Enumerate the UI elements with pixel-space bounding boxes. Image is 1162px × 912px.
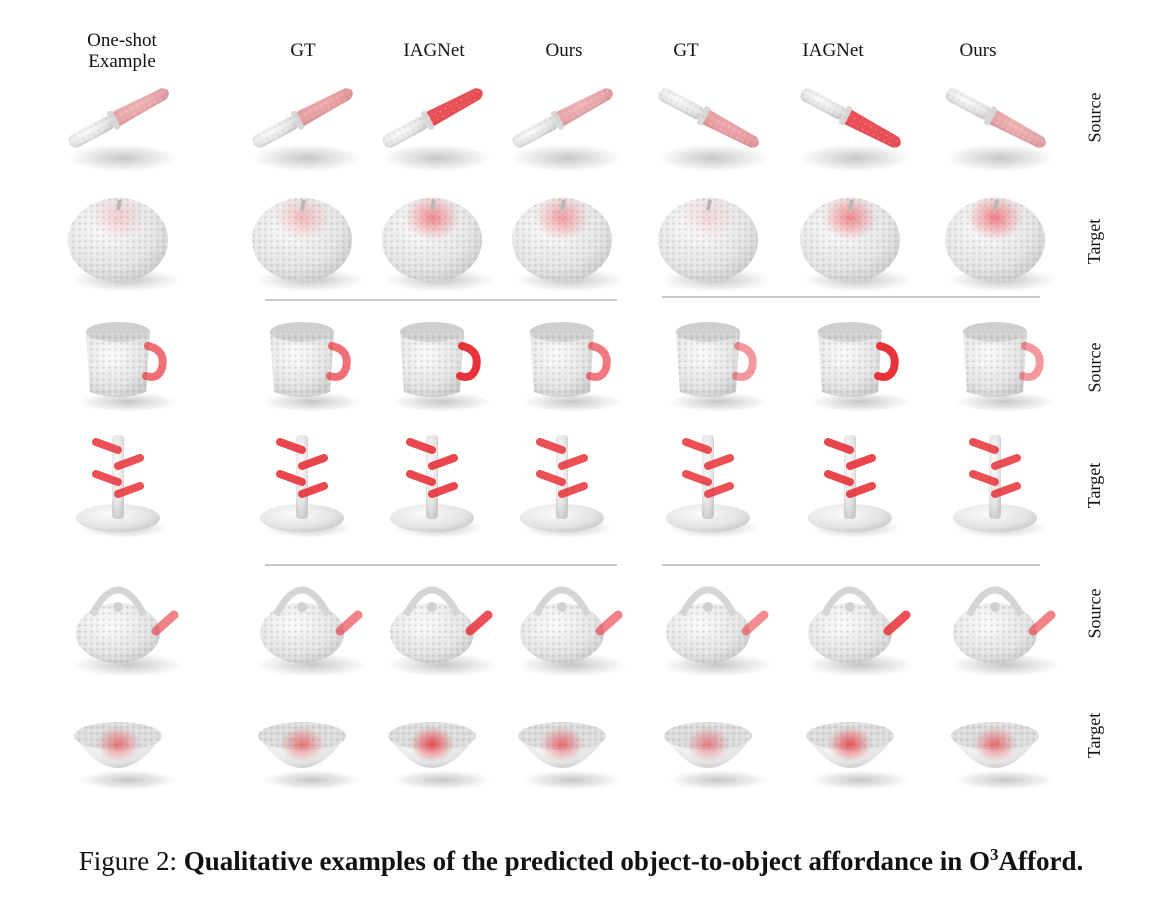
thumbnail-bowl-r6-c7 (951, 722, 1055, 790)
thumbnail-mug-r3-c4 (522, 322, 622, 412)
separator-1-left (265, 299, 617, 301)
thumbnail-knife-r1-c1 (66, 85, 178, 172)
thumbnail-knife-r1-c5 (656, 85, 768, 172)
thumbnail-mug-r3-c2 (262, 322, 362, 412)
thumbnail-mug-tree-r4-c1 (76, 435, 169, 538)
thumbnail-apple-r2-c2 (252, 195, 365, 292)
thumbnail-knife-r1-c3 (380, 85, 492, 172)
header-one-shot: One-shot Example (62, 30, 182, 72)
thumbnail-mug-r3-c1 (78, 322, 178, 412)
thumbnail-apple-r2-c4 (512, 195, 625, 292)
thumbnail-knife-r1-c4 (510, 85, 622, 172)
thumbnail-knife-r1-c7 (943, 85, 1055, 172)
header-iagnet-2: IAGNet (802, 40, 864, 61)
separator-1-right (662, 296, 1040, 298)
caption-bold-text: Qualitative examples of the predicted ob… (183, 845, 1084, 876)
caption-suffix: Afford. (998, 846, 1084, 876)
thumbnail-knife-r1-c6 (798, 85, 910, 172)
thumbnail-bowl-r6-c3 (388, 722, 492, 790)
thumbnail-mug-tree-r4-c7 (953, 435, 1046, 538)
header-gt-2: GT (673, 40, 699, 61)
thumbnail-bowl-r6-c5 (664, 722, 768, 790)
figure-grid (66, 85, 1060, 790)
thumbnail-bowl-r6-c2 (258, 722, 362, 790)
separator-2-left (265, 564, 617, 566)
thumbnail-kettle-r5-c1 (73, 586, 183, 677)
header-gt-1: GT (290, 40, 316, 61)
caption-prefix: Figure 2: (78, 846, 184, 876)
thumbnail-bowl-r6-c4 (518, 722, 622, 790)
thumbnail-apple-r2-c5 (658, 195, 771, 292)
separator-2-right (662, 564, 1040, 566)
thumbnail-mug-tree-r4-c4 (520, 435, 613, 538)
thumbnail-mug-tree-r4-c2 (260, 435, 353, 538)
thumbnail-mug-r3-c5 (668, 322, 768, 412)
thumbnail-apple-r2-c3 (382, 195, 495, 292)
thumbnail-mug-tree-r4-c3 (390, 435, 483, 538)
thumbnail-mug-r3-c6 (810, 322, 910, 412)
thumbnail-kettle-r5-c6 (805, 586, 915, 677)
thumbnail-mug-tree-r4-c5 (666, 435, 759, 538)
figure-caption: Figure 2: Qualitative examples of the pr… (0, 846, 1162, 877)
thumbnail-knife-r1-c2 (250, 85, 362, 172)
thumbnail-mug-r3-c3 (392, 322, 492, 412)
header-one-shot-line1: One-shot (87, 30, 157, 51)
caption-superscript: 3 (990, 845, 999, 864)
thumbnail-kettle-r5-c7 (950, 586, 1060, 677)
header-ours-1: Ours (545, 40, 583, 61)
thumbnail-apple-r2-c1 (68, 195, 181, 292)
header-iagnet-1: IAGNet (403, 40, 465, 61)
thumbnail-apple-r2-c7 (945, 195, 1058, 292)
thumbnail-bowl-r6-c6 (806, 722, 910, 790)
thumbnail-kettle-r5-c5 (663, 586, 773, 677)
thumbnail-kettle-r5-c4 (517, 586, 627, 677)
thumbnail-apple-r2-c6 (800, 195, 913, 292)
thumbnail-kettle-r5-c3 (387, 586, 497, 677)
thumbnail-kettle-r5-c2 (257, 586, 367, 677)
header-ours-2: Ours (959, 40, 997, 61)
header-one-shot-line2: Example (88, 51, 156, 72)
thumbnail-mug-r3-c7 (955, 322, 1055, 412)
thumbnail-mug-tree-r4-c6 (808, 435, 901, 538)
thumbnail-bowl-r6-c1 (74, 722, 178, 790)
